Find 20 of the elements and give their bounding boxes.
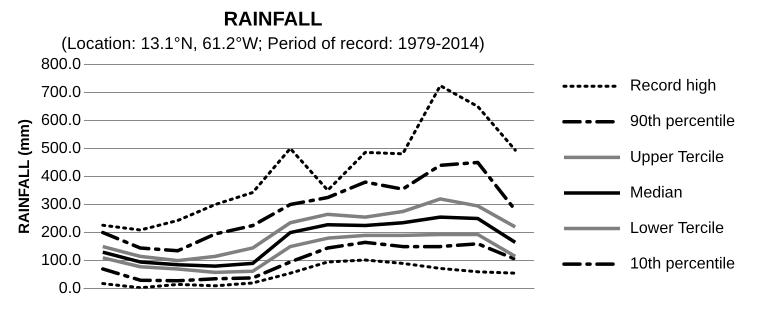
legend-label: Upper Tercile [630,148,724,166]
line-series [101,160,517,253]
legend-label: Lower Tercile [630,220,724,237]
legend-label: Median [630,184,682,202]
y-tick-label: 700.0 [40,84,82,101]
y-tick-label: 300.0 [40,196,82,213]
chart-subtitle: (Location: 13.1°N, 61.2°W; Period of record: 1979-2014) [61,34,485,53]
y-tick-label: 400.0 [40,168,82,185]
legend-label: 90th percentile [630,113,736,130]
y-tick-label: 0.0 [58,280,82,298]
chart-title: RAINFALL [224,8,322,31]
y-tick-label: 200.0 [40,224,82,241]
y-tick-label: 100.0 [40,252,82,269]
y-tick-label: 600.0 [40,112,82,129]
y-axis-title: RAINFALL (mm) [16,119,34,234]
line-series [101,84,517,232]
y-tick-label: 800.0 [40,56,82,73]
legend-label: 10th percentile [630,256,736,273]
legend-label: Record high [630,78,716,95]
y-tick-label: 500.0 [40,140,82,157]
